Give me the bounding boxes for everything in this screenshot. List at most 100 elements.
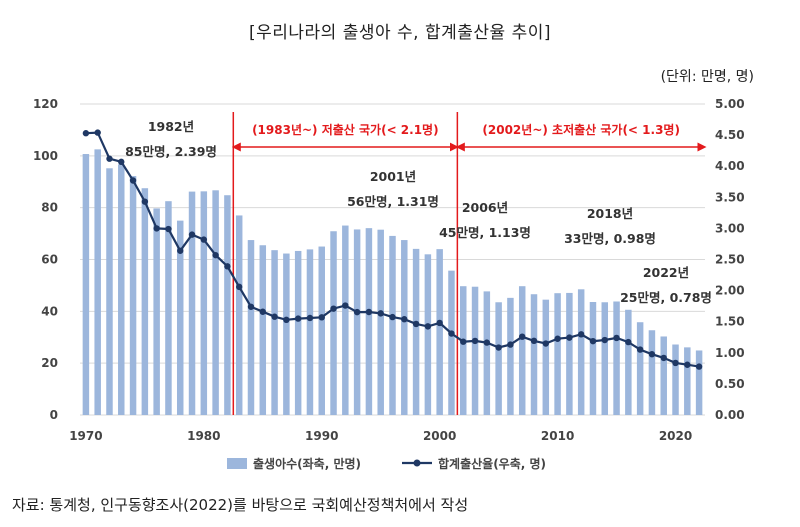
tfr-point-2007 xyxy=(519,333,526,340)
y-right-tick: 1.50 xyxy=(715,315,745,329)
tfr-point-2010 xyxy=(554,335,561,342)
bar-2006 xyxy=(507,297,514,415)
bar-2022 xyxy=(695,350,703,415)
bar-2015 xyxy=(613,301,620,415)
tfr-point-1978 xyxy=(177,247,184,254)
y-left-tick: 20 xyxy=(41,356,58,370)
bar-2002 xyxy=(460,286,467,415)
tfr-point-2016 xyxy=(625,338,632,346)
bar-2007 xyxy=(518,286,526,415)
tfr-point-2011 xyxy=(566,334,573,341)
period-label: (2002년~) 초저출산 국가(< 1.3명) xyxy=(482,122,680,137)
tfr-point-2001 xyxy=(448,330,455,337)
tfr-point-2006 xyxy=(507,341,514,348)
tfr-point-1991 xyxy=(330,305,337,312)
tfr-point-1993 xyxy=(353,308,361,316)
bar-2020 xyxy=(672,344,679,415)
bar-1989 xyxy=(306,249,314,415)
period-label: (1983년~) 저출산 국가(< 2.1명) xyxy=(252,122,439,137)
tfr-point-2002 xyxy=(460,338,467,345)
tfr-point-2021 xyxy=(684,361,691,368)
tfr-point-1994 xyxy=(365,308,373,316)
bar-2018 xyxy=(648,330,656,415)
tfr-point-2015 xyxy=(613,334,620,342)
y-right-tick: 3.00 xyxy=(715,221,745,235)
bar-1999 xyxy=(424,254,432,415)
bar-2013 xyxy=(589,302,597,415)
bar-2010 xyxy=(554,293,561,415)
source-note: 자료: 통계청, 인구동향조사(2022)를 바탕으로 국회예산정책처에서 작성 xyxy=(12,496,469,514)
tfr-point-2000 xyxy=(436,319,443,327)
tfr-point-1997 xyxy=(401,316,408,323)
tfr-point-1973 xyxy=(118,158,125,166)
tfr-point-2003 xyxy=(471,337,479,345)
tfr-point-2008 xyxy=(530,337,538,345)
tfr-point-1979 xyxy=(188,231,196,238)
tfr-point-2004 xyxy=(483,339,491,346)
tfr-point-1983 xyxy=(235,283,243,291)
bar-2000 xyxy=(436,249,443,415)
y-right-tick: 5.00 xyxy=(715,97,745,111)
tfr-point-2005 xyxy=(495,344,502,351)
tfr-point-1988 xyxy=(294,315,302,322)
annotations: 1982년 85만명, 2.39명 2001년 56만명, 1.31명 2006년 45만… xyxy=(125,119,712,305)
y-right-tick: 0.00 xyxy=(715,408,745,422)
tfr-point-2022 xyxy=(695,363,703,370)
bar-1975 xyxy=(141,188,149,415)
annotation-year: 2001년 xyxy=(370,169,416,184)
tfr-point-2013 xyxy=(589,337,597,345)
bar-1983 xyxy=(235,215,243,415)
tfr-point-2014 xyxy=(601,336,608,344)
annotation-year: 2018년 xyxy=(587,206,633,221)
legend-line-label: 합계출산율(우축, 명) xyxy=(438,456,546,471)
bar-1977 xyxy=(165,201,172,415)
bar-2004 xyxy=(483,291,491,415)
annotation-values: 33만명, 0.98명 xyxy=(564,231,656,246)
tfr-point-2018 xyxy=(648,351,656,358)
tfr-point-2009 xyxy=(542,340,550,347)
bar-1985 xyxy=(259,245,267,415)
legend-line-marker xyxy=(413,459,421,467)
bar-1974 xyxy=(129,176,137,415)
bar-1979 xyxy=(188,191,196,415)
bar-1981 xyxy=(212,190,219,415)
tfr-point-1971 xyxy=(94,129,101,136)
tfr-point-1980 xyxy=(200,236,208,243)
bar-2021 xyxy=(684,347,691,415)
line-series xyxy=(82,129,703,370)
tfr-point-1977 xyxy=(165,225,172,233)
bar-2017 xyxy=(636,322,644,415)
bar-2019 xyxy=(660,336,667,415)
annotation-year: 2006년 xyxy=(462,200,508,215)
bar-1987 xyxy=(283,253,290,415)
tfr-point-1995 xyxy=(377,310,384,317)
bar-2016 xyxy=(625,309,632,415)
bar-2011 xyxy=(566,292,573,415)
bar-1988 xyxy=(294,250,302,415)
tfr-point-1998 xyxy=(412,320,420,328)
bar-2005 xyxy=(495,302,502,415)
bar-1995 xyxy=(377,229,384,415)
bar-1976 xyxy=(153,208,160,415)
bar-2001 xyxy=(448,270,455,415)
bar-1973 xyxy=(118,164,125,415)
y-right-tick: 0.50 xyxy=(715,377,745,391)
y-right-tick: 4.00 xyxy=(715,159,745,173)
legend-bar-label: 출생아수(좌축, 만명) xyxy=(253,456,361,471)
bar-1978 xyxy=(176,220,184,415)
y-left-tick: 0 xyxy=(50,408,58,422)
bar-2008 xyxy=(530,294,538,415)
bar-1970 xyxy=(82,154,90,415)
y-left-tick: 100 xyxy=(33,149,58,163)
y-left-tick: 80 xyxy=(41,201,58,215)
tfr-point-1974 xyxy=(129,177,137,184)
chart-title: [우리나라의 출생아 수, 합계출산율 추이] xyxy=(248,23,552,43)
tfr-point-1975 xyxy=(141,198,149,205)
y-right-tick: 3.50 xyxy=(715,190,745,204)
annotation-values: 45만명, 1.13명 xyxy=(439,225,531,240)
y-right-tick: 1.00 xyxy=(715,346,745,360)
unit-label: (단위: 만명, 명) xyxy=(660,69,754,85)
tfr-point-1999 xyxy=(424,323,432,330)
tfr-point-2020 xyxy=(672,359,679,367)
tfr-point-2019 xyxy=(660,354,667,362)
